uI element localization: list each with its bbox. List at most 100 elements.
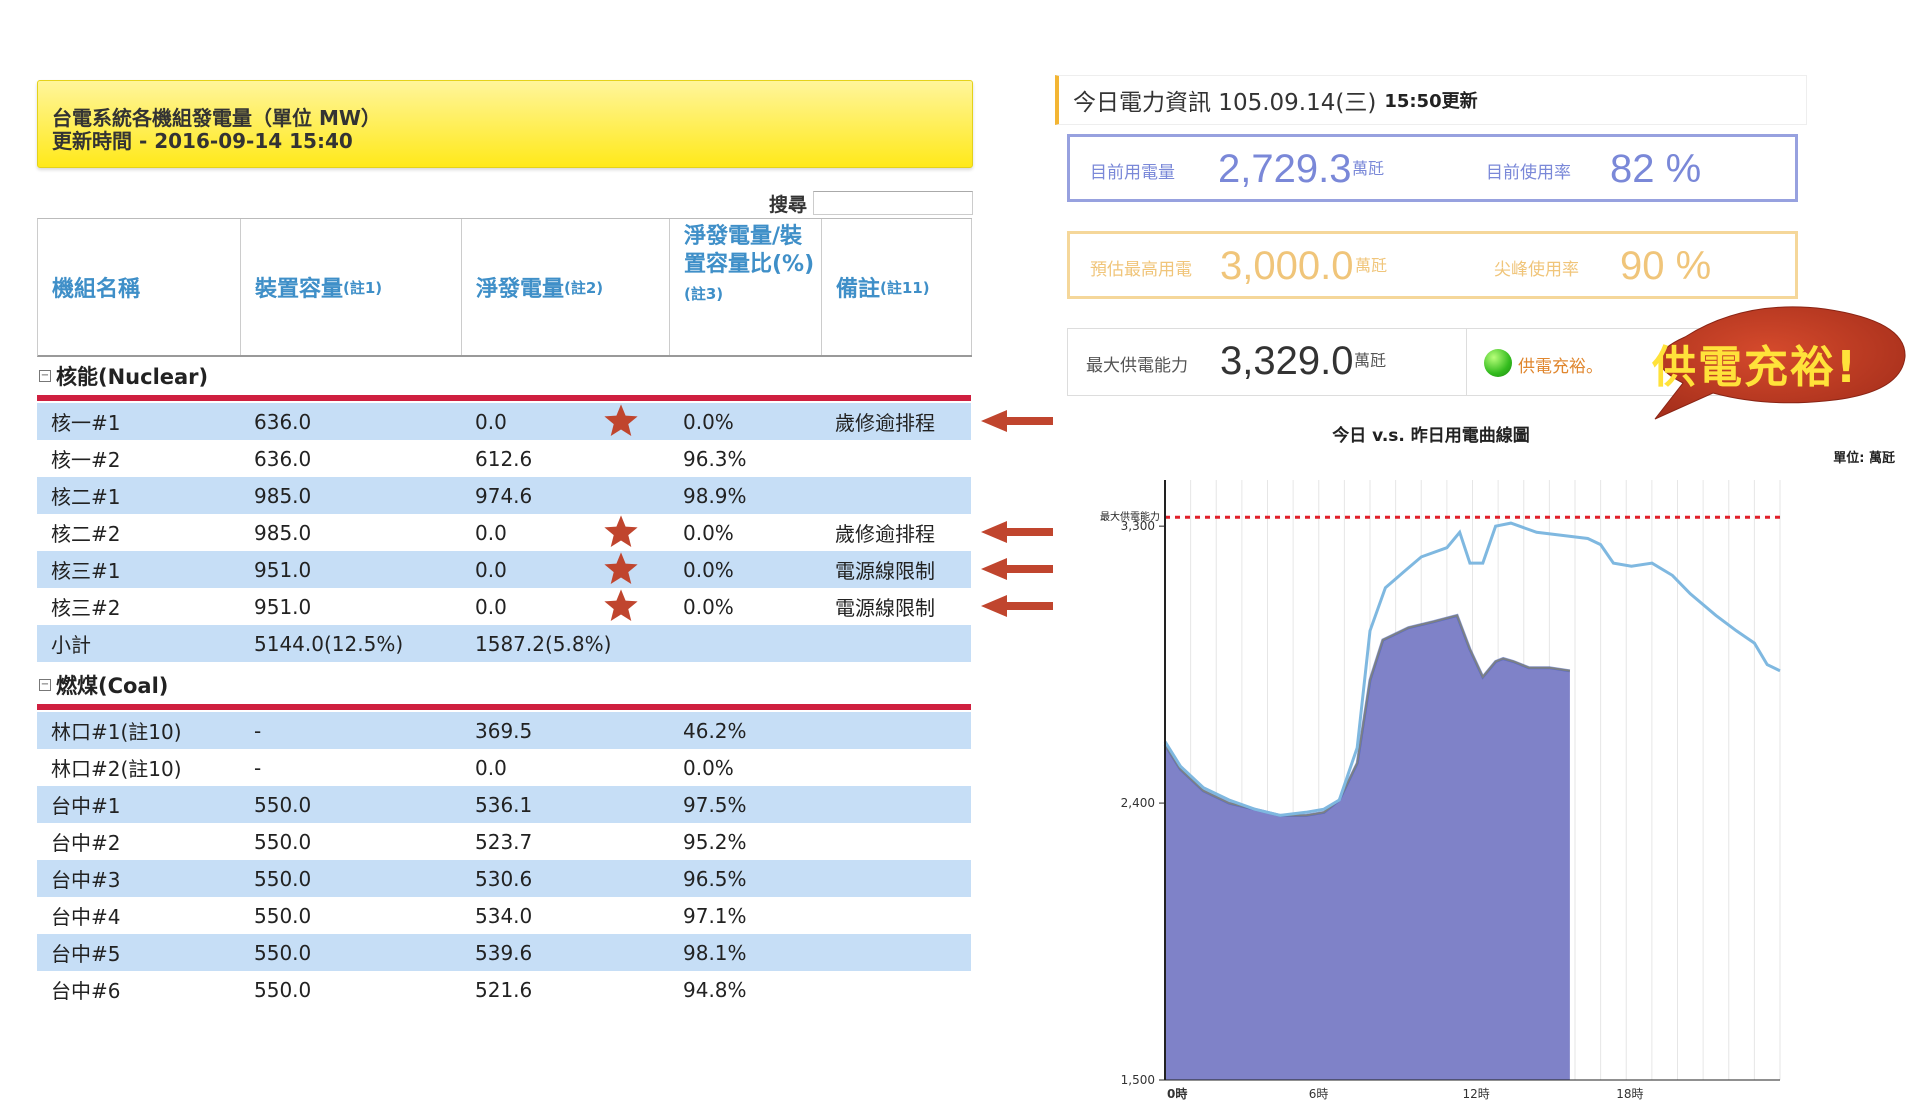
cell-name: 核二#2 [51, 522, 121, 546]
current-usage-box: 目前用電量 2,729.3 萬瓩 目前使用率 82 % [1067, 134, 1798, 202]
cell-name: 核二#1 [51, 485, 121, 509]
max-supply-value: 3,329.0 [1220, 339, 1354, 383]
group-header[interactable]: − 核能(Nuclear) [37, 357, 971, 401]
page-title: 台電系統各機組發電量（單位 MW） [52, 106, 381, 130]
peak-forecast-value: 3,000.0 [1220, 244, 1354, 288]
cell-ratio: 0.0% [683, 755, 734, 780]
cell-name: 台中#5 [51, 942, 121, 966]
header-remark[interactable]: 備註 (註11) [822, 219, 972, 355]
update-time: 更新時間 - 2016-09-14 15:40 [52, 129, 353, 153]
peak-forecast-label: 預估最高用電 [1090, 260, 1192, 280]
cell-ratio: 95.2% [683, 829, 747, 854]
max-supply-unit: 萬瓩 [1354, 351, 1387, 370]
table-row[interactable]: 核一#2 636.0 612.6 96.3% [37, 440, 971, 477]
cell-ratio: 98.9% [683, 483, 747, 508]
chart-title: 今日 v.s. 昨日用電曲線圖 [1332, 426, 1530, 446]
table-row[interactable]: 台中#4 550.0 534.0 97.1% [37, 897, 971, 934]
cell-net: 974.6 [475, 483, 533, 508]
table-row[interactable]: 林口#2(註10) - 0.0 0.0% [37, 749, 971, 786]
cell-capacity: 985.0 [254, 520, 312, 545]
callout-text: 供電充裕! [1651, 342, 1859, 393]
cell-ratio: 96.5% [683, 866, 747, 891]
cell-remark: 歲修逾排程 [835, 522, 935, 546]
header-net[interactable]: 淨發電量 (註2) [462, 219, 670, 355]
cell-capacity: 5144.0(12.5%) [254, 631, 404, 656]
table-row[interactable]: 核三#2 951.0 0.0 0.0% 電源線限制 [37, 588, 971, 625]
cell-ratio: 0.0% [683, 557, 734, 582]
collapse-toggle-icon[interactable]: − [39, 679, 51, 691]
cell-net: 0.0 [475, 594, 507, 619]
cell-capacity: 550.0 [254, 903, 312, 928]
table-row[interactable]: 林口#1(註10) - 369.5 46.2% [37, 712, 971, 749]
table-row[interactable]: 台中#1 550.0 536.1 97.5% [37, 786, 971, 823]
cell-net: 0.0 [475, 409, 507, 434]
peak-rate-value: 90 % [1620, 244, 1712, 288]
cell-capacity: 951.0 [254, 557, 312, 582]
x-tick-label: 18時 [1616, 1087, 1643, 1101]
star-icon [604, 589, 638, 622]
cell-name: 台中#1 [51, 794, 121, 818]
cell-capacity: 550.0 [254, 829, 312, 854]
table-row[interactable]: 台中#5 550.0 539.6 98.1% [37, 934, 971, 971]
cell-capacity: 550.0 [254, 940, 312, 965]
header-ratio[interactable]: 淨發電量/裝置容量比(%)(註3) [670, 219, 822, 355]
cell-net: 0.0 [475, 520, 507, 545]
table-row[interactable]: 核二#2 985.0 0.0 0.0% 歲修逾排程 [37, 514, 971, 551]
chart-unit: 單位: 萬瓩 [1833, 451, 1895, 466]
supply-status: 供電充裕。 [1518, 357, 1603, 377]
cell-name: 台中#6 [51, 979, 121, 1003]
table-row[interactable]: 核二#1 985.0 974.6 98.9% [37, 477, 971, 514]
max-supply-label: 最大供電能力 [1086, 356, 1188, 376]
table-row[interactable]: 台中#6 550.0 521.6 94.8% [37, 971, 971, 1008]
group-header[interactable]: − 燃煤(Coal) [37, 666, 971, 710]
cell-capacity: 985.0 [254, 483, 312, 508]
cell-ratio: 98.1% [683, 940, 747, 965]
cell-net: 523.7 [475, 829, 533, 854]
arrow-left-icon [981, 595, 1053, 617]
cell-capacity: - [254, 755, 262, 780]
search-label: 搜尋 [768, 193, 807, 216]
cell-remark: 歲修逾排程 [835, 411, 935, 435]
peak-forecast-unit: 萬瓩 [1355, 256, 1388, 275]
current-usage-value: 2,729.3 [1218, 147, 1352, 191]
cell-net: 530.6 [475, 866, 533, 891]
header-name[interactable]: 機組名稱 [38, 219, 241, 355]
search-input[interactable] [813, 191, 973, 215]
search-bar: 搜尋 [769, 190, 973, 216]
current-usage-label: 目前用電量 [1090, 163, 1175, 183]
cell-ratio: 46.2% [683, 718, 747, 743]
series-line-yesterday [1163, 521, 1781, 817]
cell-net: 534.0 [475, 903, 533, 928]
cell-capacity: 636.0 [254, 409, 312, 434]
y-tick-label: 2,400 [1121, 796, 1155, 810]
x-tick-label: 6時 [1309, 1087, 1329, 1101]
cell-name: 核一#2 [51, 448, 121, 472]
arrow-left-icon [981, 521, 1053, 543]
star-icon [604, 515, 638, 548]
peak-forecast-box: 預估最高用電 3,000.0 萬瓩 尖峰使用率 90 % [1067, 231, 1798, 299]
header-capacity[interactable]: 裝置容量 (註1) [241, 219, 462, 355]
table-row[interactable]: 核一#1 636.0 0.0 0.0% 歲修逾排程 [37, 403, 971, 440]
cell-ratio: 97.5% [683, 792, 747, 817]
table-row[interactable]: 小計 5144.0(12.5%) 1587.2(5.8%) [37, 625, 971, 662]
info-updated: 15:50更新 [1384, 91, 1478, 112]
stat-divider [1466, 329, 1467, 395]
star-icon [604, 552, 638, 585]
cell-net: 536.1 [475, 792, 533, 817]
y-tick-label: 3,300 [1121, 519, 1155, 533]
max-supply-box: 最大供電能力 3,329.0 萬瓩 供電充裕。 [1067, 328, 1798, 396]
table-row[interactable]: 台中#3 550.0 530.6 96.5% [37, 860, 971, 897]
title-banner: 台電系統各機組發電量（單位 MW） 更新時間 - 2016-09-14 15:4… [37, 80, 973, 168]
cell-capacity: 550.0 [254, 977, 312, 1002]
table-row[interactable]: 台中#2 550.0 523.7 95.2% [37, 823, 971, 860]
table-row[interactable]: 核三#1 951.0 0.0 0.0% 電源線限制 [37, 551, 971, 588]
arrow-left-icon [981, 410, 1053, 432]
cell-name: 台中#4 [51, 905, 121, 929]
arrow-left-icon [981, 558, 1053, 580]
usage-chart: 最大供電能力 1,500 2,400 3,300 0時 6時 12時 18時 [1100, 480, 1781, 1101]
cell-net: 612.6 [475, 446, 533, 471]
cell-name: 小計 [51, 633, 91, 657]
collapse-toggle-icon[interactable]: − [39, 370, 51, 382]
star-icon [604, 404, 638, 437]
cell-ratio: 0.0% [683, 520, 734, 545]
